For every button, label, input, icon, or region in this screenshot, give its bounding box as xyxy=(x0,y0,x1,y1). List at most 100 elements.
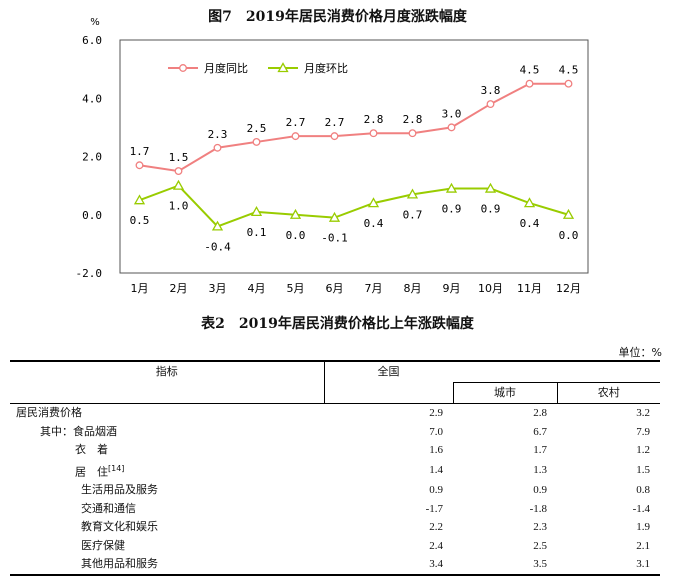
legend-marker xyxy=(277,62,289,73)
row-label: 其他用品和服务 xyxy=(81,557,158,571)
table-row: 其中：食品烟酒 7.0 6.7 7.9 xyxy=(10,423,660,442)
yoy-point xyxy=(213,143,222,152)
mom-point xyxy=(484,182,497,193)
chart-title: 图7 2019年居民消费价格月度涨跌幅度 xyxy=(208,9,467,25)
cell-national: 1.4 xyxy=(429,464,443,477)
series-line-yoy xyxy=(139,82,569,173)
cell-rural: 0.8 xyxy=(636,484,650,497)
data-label: 0.4 xyxy=(520,217,540,230)
x-tick-label: 1月 xyxy=(131,282,149,295)
yoy-point xyxy=(330,132,339,141)
cell-urban: 2.5 xyxy=(533,539,547,552)
row-label: 居民消费价格 xyxy=(16,406,82,420)
x-tick-label: 10月 xyxy=(478,282,503,295)
cell-rural: 1.5 xyxy=(636,464,650,477)
data-label: 3.8 xyxy=(481,84,501,97)
yoy-point xyxy=(564,79,573,88)
cell-rural: 3.1 xyxy=(557,555,660,576)
cell-urban: 1.3 xyxy=(533,464,547,477)
y-tick-label: 0.0 xyxy=(82,209,102,222)
y-tick-label: -2.0 xyxy=(76,267,103,280)
header-rural: 农村 xyxy=(556,382,660,404)
x-tick-label: 6月 xyxy=(326,282,344,295)
line-chart: -2.0 0.0 2.0 4.0 6.0% 1月 2月 3月 4月 5月 6月 7月 8月 9月 10月 11… xyxy=(76,17,589,295)
data-label: 0.7 xyxy=(403,208,423,221)
row-label: 居 住 xyxy=(75,465,108,479)
data-label: 3.0 xyxy=(442,107,462,120)
yoy-point xyxy=(252,137,261,146)
cell-national: -1.7 xyxy=(425,502,443,515)
plot-area-frame xyxy=(119,39,589,274)
header-blank xyxy=(10,382,324,404)
y-tick-label: 2.0 xyxy=(82,151,102,164)
mom-point xyxy=(523,197,536,208)
mom-point xyxy=(172,179,185,190)
y-tick-label: 4.0 xyxy=(82,92,102,105)
cell-rural: 3.2 xyxy=(636,407,650,420)
data-label: 2.7 xyxy=(286,116,306,129)
cell-rural: 2.1 xyxy=(636,539,650,552)
cell-rural: -1.4 xyxy=(632,502,650,515)
header-national: 全国 xyxy=(323,360,660,383)
x-tick-label: 12月 xyxy=(556,282,581,295)
cell-national: 2.4 xyxy=(429,539,443,552)
row-label: 交通和通信 xyxy=(81,501,136,515)
yoy-point xyxy=(447,123,456,132)
series-line-mom xyxy=(139,184,569,228)
data-label: 2.5 xyxy=(247,122,267,135)
cell-rural: 1.9 xyxy=(636,521,650,534)
y-tick-label: 6.0 xyxy=(82,34,102,47)
row-label: 医疗保健 xyxy=(81,538,125,552)
mom-point xyxy=(250,206,263,216)
table-row: 其他用品和服务 3.4 3.5 3.1 xyxy=(10,555,660,576)
cell-urban: 2.8 xyxy=(533,407,547,420)
data-label: 0.9 xyxy=(481,203,501,216)
yoy-point xyxy=(369,129,378,138)
x-tick-label: 5月 xyxy=(287,282,305,295)
cell-national: 2.2 xyxy=(429,521,443,534)
row-label: 生活用品及服务 xyxy=(81,483,158,497)
table-row: 教育文化和娱乐 2.2 2.3 1.9 xyxy=(10,518,660,537)
table-row: 生活用品及服务 0.9 0.9 0.8 xyxy=(10,481,660,500)
legend-marker xyxy=(179,64,187,72)
cell-urban: 1.7 xyxy=(533,444,547,457)
yoy-point xyxy=(291,132,300,141)
mom-point xyxy=(328,211,341,222)
cell-rural: 7.9 xyxy=(636,425,650,438)
mom-point xyxy=(445,182,458,193)
row-label: 教育文化和娱乐 xyxy=(81,520,158,534)
x-tick-label: 4月 xyxy=(248,282,266,295)
legend-label: 月度同比 xyxy=(204,61,248,75)
cpi-table: 指标 全国 城市 农村 居民消费价格 2.9 2.8 3.2 其中：食品烟酒 7.0 6.7… xyxy=(10,360,660,576)
data-label: 0.9 xyxy=(442,203,462,216)
data-label: 1.7 xyxy=(130,145,150,158)
cell-urban: 6.7 xyxy=(533,425,547,438)
x-tick-label: 7月 xyxy=(365,282,383,295)
table-row: 衣 着 1.6 1.7 1.2 xyxy=(10,441,660,460)
yoy-point xyxy=(135,161,144,170)
header-urban: 城市 xyxy=(452,382,557,404)
mom-point xyxy=(133,194,146,205)
data-label: 4.5 xyxy=(559,64,579,77)
cell-national: 0.9 xyxy=(429,484,443,497)
data-label: 4.5 xyxy=(520,64,540,77)
mom-point xyxy=(406,188,419,199)
mom-point xyxy=(211,220,224,231)
cell-national: 7.0 xyxy=(429,425,443,438)
yoy-point xyxy=(408,129,417,138)
x-tick-label: 3月 xyxy=(209,282,227,295)
legend-label: 月度环比 xyxy=(304,61,348,75)
table-title: 表2 2019年居民消费价格比上年涨跌幅度 xyxy=(201,316,474,332)
row-label: 其中：食品烟酒 xyxy=(40,424,117,438)
data-label: 2.3 xyxy=(208,128,228,141)
mom-point xyxy=(562,208,575,219)
data-label: 1.5 xyxy=(169,151,189,164)
table-row: 居民消费价格 2.9 2.8 3.2 xyxy=(10,404,660,423)
cell-urban: 0.9 xyxy=(533,484,547,497)
y-axis-unit: % xyxy=(90,17,100,28)
x-tick-label: 9月 xyxy=(443,282,461,295)
data-label: 0.0 xyxy=(559,229,579,242)
x-tick-label: 8月 xyxy=(404,282,422,295)
mom-point xyxy=(367,197,380,208)
data-label: -0.1 xyxy=(321,232,348,245)
